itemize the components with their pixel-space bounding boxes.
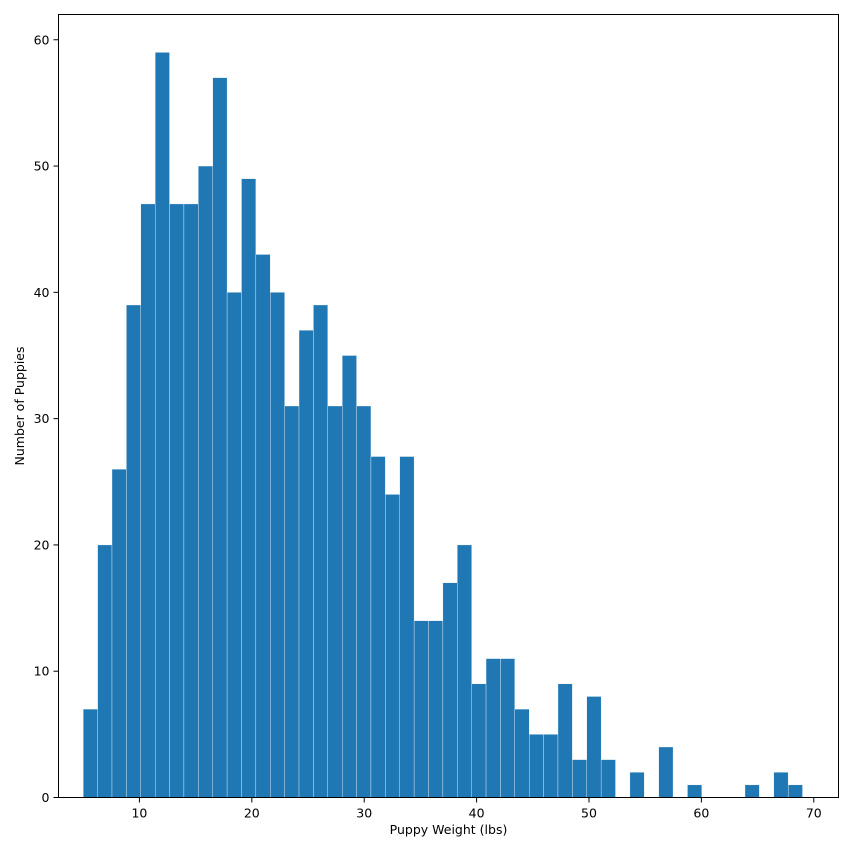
histogram-bar	[226, 292, 242, 798]
histogram-bar	[83, 708, 98, 798]
histogram-bar	[442, 582, 458, 798]
histogram-bar	[586, 696, 602, 798]
histogram-bar	[313, 304, 328, 798]
y-tick-label: 60	[34, 32, 50, 47]
y-tick-label: 10	[34, 664, 50, 679]
histogram-bar	[126, 304, 141, 798]
histogram-bar	[629, 772, 645, 798]
histogram-bar	[413, 620, 429, 798]
x-tick-label: 20	[244, 806, 260, 821]
histogram-bar	[298, 330, 314, 798]
histogram-bar	[97, 544, 113, 798]
plot-frame	[58, 14, 839, 798]
y-tick-label: 40	[34, 285, 50, 300]
histogram-bar	[500, 658, 515, 798]
x-axis-ticks: 10 20 30 40 50 60 70	[131, 797, 822, 821]
histogram-bar	[385, 494, 400, 798]
histogram-bar	[169, 203, 185, 798]
histogram-bar	[471, 683, 487, 798]
histogram-bar	[183, 203, 199, 798]
y-tick-label: 50	[34, 159, 50, 174]
histogram-bar	[600, 759, 616, 798]
histogram-bar	[428, 620, 444, 798]
histogram-bar	[154, 52, 170, 798]
histogram-bar	[658, 746, 674, 798]
histogram-bar	[212, 77, 228, 798]
x-tick-label: 50	[581, 806, 597, 821]
histogram-bar	[457, 544, 472, 798]
histogram-bar	[514, 708, 530, 798]
histogram-bar	[241, 178, 257, 798]
x-tick-label: 60	[693, 806, 709, 821]
histogram-bar	[356, 405, 372, 798]
histogram-bar	[284, 405, 300, 798]
histogram-bar	[787, 784, 803, 798]
y-axis-label: Number of Puppies	[12, 347, 27, 466]
histogram-bar	[557, 683, 573, 798]
x-tick-label: 30	[356, 806, 372, 821]
histogram-bar	[543, 734, 559, 798]
axes-layer	[58, 14, 839, 798]
histogram-bar	[744, 784, 760, 798]
y-tick-label: 30	[34, 411, 50, 426]
x-tick-label: 10	[131, 806, 147, 821]
x-axis-label: Puppy Weight (lbs)	[390, 822, 508, 837]
histogram-bar	[370, 456, 386, 798]
histogram-bar	[572, 759, 587, 798]
histogram-bar	[399, 456, 415, 798]
histogram-bar	[485, 658, 501, 798]
bars-layer	[83, 52, 803, 798]
histogram-bar	[111, 468, 127, 798]
histogram-bar	[255, 254, 271, 798]
x-tick-label: 40	[469, 806, 485, 821]
x-tick-label: 70	[806, 806, 822, 821]
histogram-bar	[529, 734, 544, 798]
histogram-bar	[687, 784, 703, 798]
histogram-bar	[140, 203, 156, 798]
histogram-bar	[270, 292, 285, 798]
histogram-bar	[342, 355, 357, 798]
y-tick-label: 0	[42, 790, 50, 805]
histogram-bar	[773, 772, 789, 798]
y-tick-label: 20	[34, 537, 50, 552]
histogram-bar	[198, 165, 213, 798]
histogram-bar	[327, 405, 343, 798]
y-axis-ticks: 0 10 20 30 40 50 60	[34, 32, 59, 805]
